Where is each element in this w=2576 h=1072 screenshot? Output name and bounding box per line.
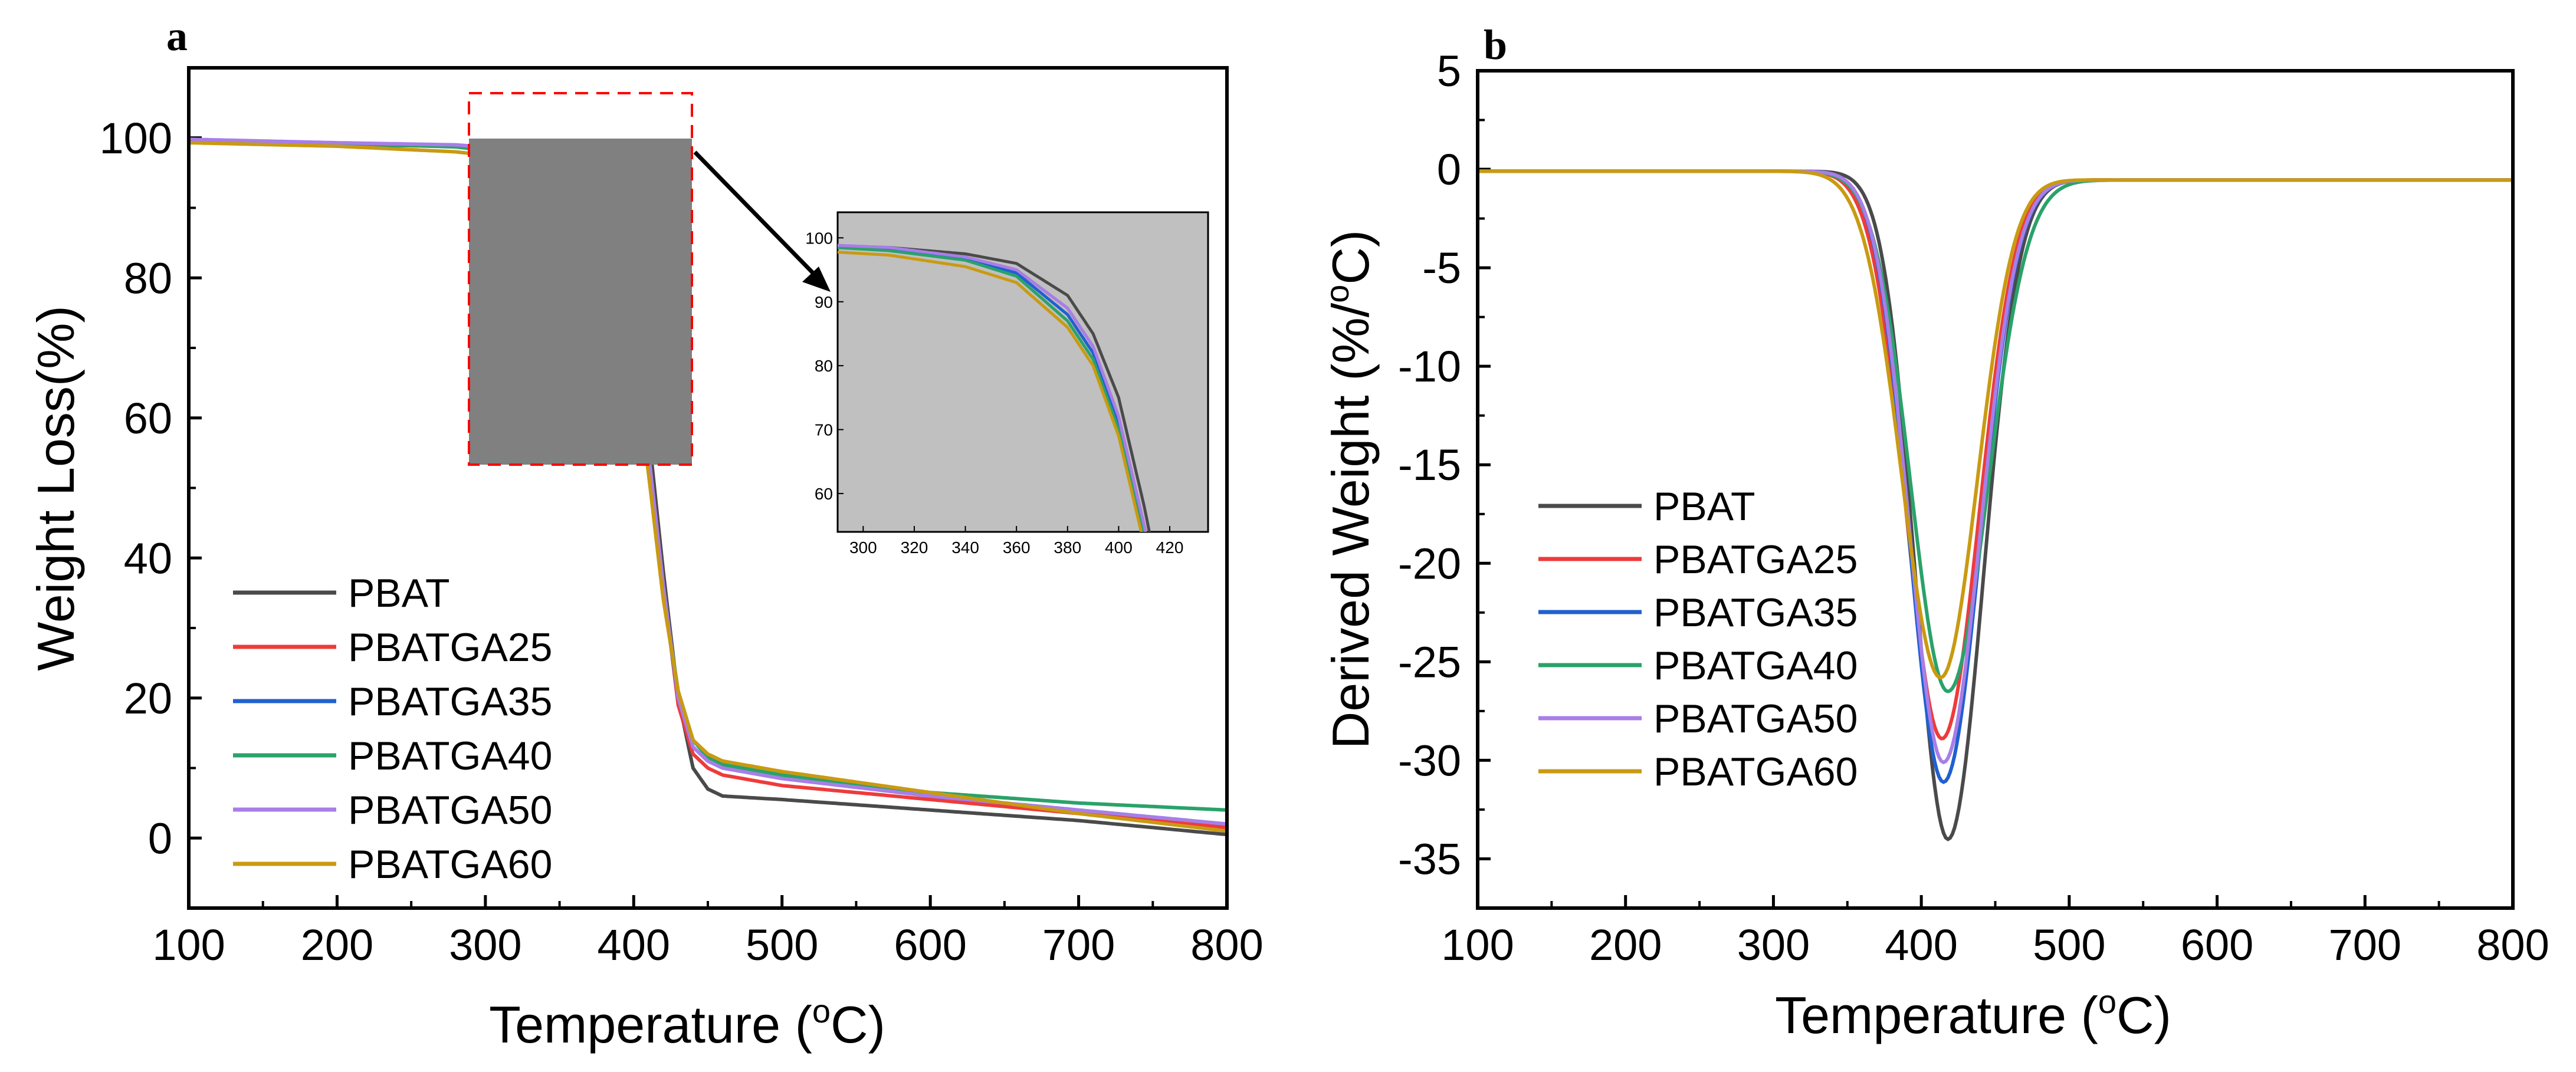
a-legend-label-pbatga60: PBATGA60 bbox=[348, 842, 552, 887]
a-y-tick-label: 20 bbox=[124, 674, 172, 723]
panel-b-frame bbox=[1476, 69, 2515, 910]
a-series-line-pbatga60 bbox=[189, 141, 1227, 833]
inset-plot: 300 320 340 360 380 400 420 60 70 80 90 100 bbox=[805, 211, 1209, 557]
b-legend-label-pbatga25: PBATGA25 bbox=[1653, 537, 1858, 582]
inset-x-tick-label: 320 bbox=[901, 538, 928, 557]
b-y-tick-label: -15 bbox=[1398, 440, 1461, 489]
panel-a-y-axis-label: Weight Loss(%) bbox=[27, 305, 85, 670]
panel-b-x-axis-label: Temperature (oC) bbox=[1775, 983, 2171, 1044]
b-y-tick-label: -10 bbox=[1398, 342, 1461, 391]
b-x-tick-label: 100 bbox=[1441, 920, 1514, 969]
inset-background bbox=[836, 211, 1209, 533]
a-series-line-pbatga50 bbox=[189, 137, 1227, 826]
a-x-tick-label: 500 bbox=[746, 920, 818, 969]
inset-series-line-pbatga40 bbox=[838, 246, 1144, 532]
a-legend-label-pbatga50: PBATGA50 bbox=[348, 788, 552, 833]
b-x-tick-label: 200 bbox=[1589, 920, 1662, 969]
zoom-arrow-head bbox=[802, 267, 831, 292]
panel-b-legend: PBAT PBATGA25 PBATGA35 PBATGA40 PBATGA50 PBAT… bbox=[1538, 484, 1858, 794]
inset-x-tick-label: 420 bbox=[1156, 538, 1184, 557]
a-x-tick-label: 200 bbox=[301, 920, 373, 969]
inset-y-tick-label: 60 bbox=[815, 485, 833, 503]
a-y-tick-label: 0 bbox=[148, 814, 172, 863]
b-y-tick-label: 5 bbox=[1437, 47, 1461, 96]
b-legend-label-pbatga60: PBATGA60 bbox=[1653, 749, 1858, 794]
panel-b-y-axis-label: Derived Weight (%/oC) bbox=[1318, 230, 1380, 749]
a-y-tick-label: 100 bbox=[100, 114, 172, 163]
b-y-tick-label: -35 bbox=[1398, 834, 1461, 883]
inset-x-tick-label: 360 bbox=[1003, 538, 1031, 557]
inset-x-tick-label: 300 bbox=[849, 538, 877, 557]
a-legend-label-pbatga25: PBATGA25 bbox=[348, 625, 552, 670]
b-legend-label-pbatga40: PBATGA40 bbox=[1653, 643, 1858, 688]
b-x-tick-label: 800 bbox=[2476, 920, 2549, 969]
b-x-tick-label: 300 bbox=[1737, 920, 1810, 969]
b-y-tick-label: -20 bbox=[1398, 539, 1461, 588]
b-x-tick-label: 600 bbox=[2181, 920, 2253, 969]
a-x-tick-label: 600 bbox=[894, 920, 966, 969]
panel-a-plot-area bbox=[189, 137, 1227, 837]
panel-b-plot-area bbox=[1478, 169, 2512, 841]
b-y-tick-label: 0 bbox=[1437, 145, 1461, 194]
panel-a-x-axis-label: Temperature (oC) bbox=[489, 992, 885, 1054]
panel-a-tick-labels: 100 200 300 400 500 600 700 800 0 20 40 60 80 100 bbox=[100, 114, 1264, 969]
panel-a-frame bbox=[187, 66, 1229, 910]
inset-x-tick-label: 380 bbox=[1054, 538, 1081, 557]
panel-b-ticks bbox=[1476, 69, 2515, 908]
a-legend-label-pbatga40: PBATGA40 bbox=[348, 734, 552, 778]
a-x-tick-label: 100 bbox=[152, 920, 225, 969]
inset-y-tick-label: 90 bbox=[815, 293, 833, 311]
a-legend-label-pbatga35: PBATGA35 bbox=[348, 679, 552, 724]
inset-x-tick-label: 340 bbox=[951, 538, 979, 557]
a-x-tick-label: 700 bbox=[1042, 920, 1115, 969]
b-series-line-pbatga35 bbox=[1478, 169, 2512, 784]
panel-a: a 100 200 300 400 500 600 700 800 0 20 40 60 80 100 3… bbox=[27, 12, 1264, 1054]
panel-b-letter: b bbox=[1484, 21, 1507, 68]
panel-b: b 100 200 300 400 500 600 700 800 5 0 -5 -10 -15 -20 -… bbox=[1318, 21, 2549, 1044]
panel-a-legend: PBAT PBATGA25 PBATGA35 PBATGA40 PBATGA50 PBAT… bbox=[233, 571, 552, 887]
a-x-tick-label: 300 bbox=[449, 920, 521, 969]
zoom-region-box bbox=[469, 139, 692, 465]
panel-b-tick-labels: 100 200 300 400 500 600 700 800 5 0 -5 -10 -15 -20 -25… bbox=[1398, 47, 2549, 969]
inset-y-tick-label: 100 bbox=[805, 229, 833, 247]
panel-a-series bbox=[189, 137, 1227, 837]
b-legend-label-pbat: PBAT bbox=[1653, 484, 1755, 529]
b-series-line-pbatga60 bbox=[1478, 169, 2512, 680]
a-x-tick-label: 400 bbox=[598, 920, 670, 969]
zoom-region-outline bbox=[468, 92, 693, 466]
inset-series bbox=[838, 244, 1151, 532]
b-x-tick-label: 700 bbox=[2329, 920, 2401, 969]
a-y-tick-label: 40 bbox=[124, 534, 172, 583]
b-legend-label-pbatga50: PBATGA50 bbox=[1653, 696, 1858, 741]
inset-x-tick-label: 400 bbox=[1105, 538, 1133, 557]
inset-y-tick-label: 70 bbox=[815, 421, 833, 439]
b-y-tick-label: -30 bbox=[1398, 736, 1461, 785]
inset-y-tick-label: 80 bbox=[815, 357, 833, 375]
inset-tick-labels: 300 320 340 360 380 400 420 60 70 80 90 100 bbox=[805, 229, 1183, 557]
zoom-arrow bbox=[693, 150, 822, 282]
a-y-tick-label: 80 bbox=[124, 254, 172, 302]
inset-series-line-pbatga60 bbox=[838, 251, 1143, 532]
inset-series-line-pbatga50 bbox=[838, 244, 1147, 532]
b-x-tick-label: 500 bbox=[2033, 920, 2105, 969]
b-y-tick-label: -5 bbox=[1422, 244, 1461, 292]
b-x-tick-label: 400 bbox=[1885, 920, 1957, 969]
a-legend-label-pbat: PBAT bbox=[348, 571, 450, 616]
a-y-tick-label: 60 bbox=[124, 394, 172, 443]
a-x-tick-label: 800 bbox=[1190, 920, 1263, 969]
panel-a-letter: a bbox=[166, 12, 188, 60]
b-y-tick-label: -25 bbox=[1398, 637, 1461, 686]
inset-ticks bbox=[838, 237, 1171, 532]
panel-b-series bbox=[1478, 169, 2512, 841]
b-legend-label-pbatga35: PBATGA35 bbox=[1653, 590, 1858, 635]
